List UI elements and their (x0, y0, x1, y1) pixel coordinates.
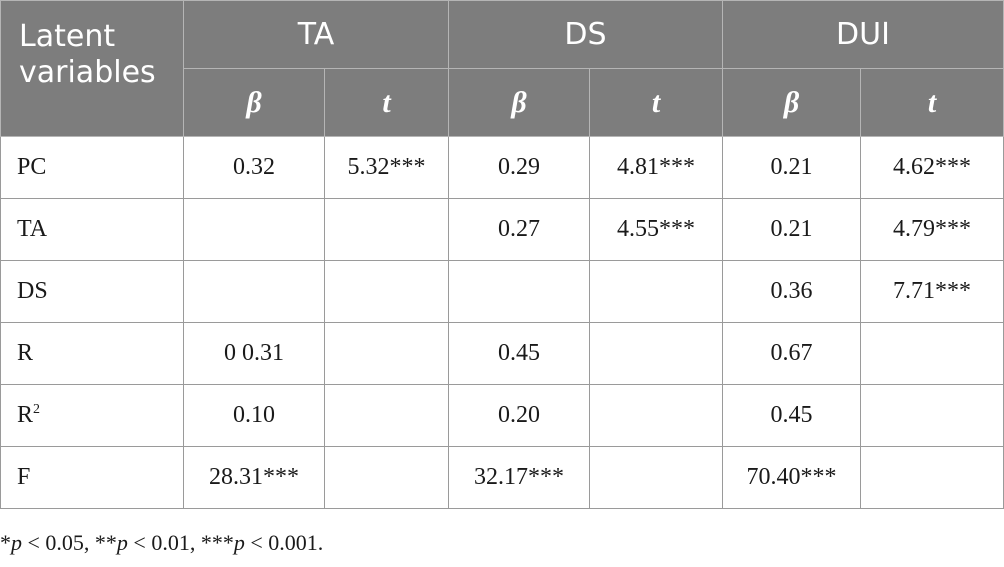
table-row: DS 0.36 7.71*** (0, 260, 1004, 323)
table-cell: 0.29 (448, 136, 590, 199)
table-cell (324, 260, 449, 323)
table-cell: 4.55*** (589, 198, 723, 261)
table-cell: 4.62*** (860, 136, 1004, 199)
t-header: t (589, 68, 723, 137)
footnote-text: < 0.001. (244, 530, 324, 555)
table-cell (324, 446, 449, 509)
table-cell: 4.81*** (589, 136, 723, 199)
table-cell: 28.31*** (183, 446, 325, 509)
table-cell (324, 198, 449, 261)
table-cell (324, 322, 449, 385)
table-cell: 0 0.31 (183, 322, 325, 385)
table-cell: 0.21 (722, 198, 861, 261)
t-header: t (860, 68, 1004, 137)
beta-header: β (448, 68, 590, 137)
table-body: PC 0.32 5.32*** 0.29 4.81*** 0.21 4.62**… (0, 136, 1004, 509)
table-cell: 0.67 (722, 322, 861, 385)
table-cell: 70.40*** (722, 446, 861, 509)
table-row: R2 0.10 0.20 0.45 (0, 384, 1004, 447)
t-header: t (324, 68, 449, 137)
row-label: TA (0, 198, 184, 261)
significance-footnote: *p < 0.05, **p < 0.01, ***p < 0.001. (0, 530, 323, 556)
row-label: R2 (0, 384, 184, 447)
footnote-text: < 0.05, ** (22, 530, 117, 555)
superscript: 2 (33, 402, 41, 417)
row-label: DS (0, 260, 184, 323)
table-cell: 7.71*** (860, 260, 1004, 323)
table-cell (324, 384, 449, 447)
table-cell (860, 384, 1004, 447)
table-cell: 0.36 (722, 260, 861, 323)
table-cell: 0.27 (448, 198, 590, 261)
footnote-text: < 0.01, *** (127, 530, 234, 555)
table-cell: 5.32*** (324, 136, 449, 199)
table-header: Latent variables TA DS DUI β t β t β t (0, 0, 1004, 137)
table-cell (589, 260, 723, 323)
table-cell (183, 198, 325, 261)
table-row: F 28.31*** 32.17*** 70.40*** (0, 446, 1004, 509)
row-label-text: R (17, 402, 34, 428)
table-cell (589, 446, 723, 509)
beta-header: β (183, 68, 325, 137)
footnote-text: * (0, 530, 11, 555)
row-label: R (0, 322, 184, 385)
table-cell: 0.21 (722, 136, 861, 199)
table-cell: 0.20 (448, 384, 590, 447)
table-cell (860, 446, 1004, 509)
table-row: TA 0.27 4.55*** 0.21 4.79*** (0, 198, 1004, 261)
table-cell: 0.45 (448, 322, 590, 385)
table-cell: 32.17*** (448, 446, 590, 509)
table-cell (860, 322, 1004, 385)
results-table: Latent variables TA DS DUI β t β t β t P… (0, 0, 1004, 509)
table-cell: 0.10 (183, 384, 325, 447)
footnote-p: p (11, 530, 22, 555)
latent-variables-header: Latent variables (0, 0, 184, 137)
row-label: PC (0, 136, 184, 199)
group-header-dui: DUI (722, 0, 1004, 69)
table-cell (589, 322, 723, 385)
footnote-p: p (116, 530, 128, 555)
table-row: R 0 0.31 0.45 0.67 (0, 322, 1004, 385)
beta-header: β (722, 68, 861, 137)
table-cell: 0.45 (722, 384, 861, 447)
table-row: PC 0.32 5.32*** 0.29 4.81*** 0.21 4.62**… (0, 136, 1004, 199)
table-cell (183, 260, 325, 323)
table-cell: 0.32 (183, 136, 325, 199)
table-cell (448, 260, 590, 323)
group-header-ds: DS (448, 0, 723, 69)
footnote-p: p (233, 530, 245, 555)
table-cell: 4.79*** (860, 198, 1004, 261)
table-cell (589, 384, 723, 447)
group-header-ta: TA (183, 0, 449, 69)
row-label: F (0, 446, 184, 509)
